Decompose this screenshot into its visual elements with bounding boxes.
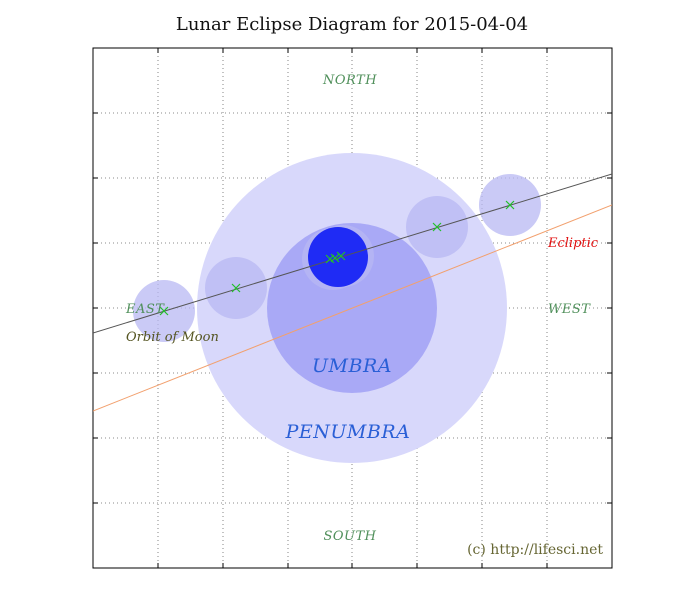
penumbra-label: PENUMBRA xyxy=(285,421,411,443)
center-markers xyxy=(159,200,515,316)
north-label: NORTH xyxy=(322,73,377,88)
ecliptic-line xyxy=(93,204,612,412)
tick-marks xyxy=(93,48,612,568)
center-marker xyxy=(432,222,442,232)
copyright-notice: (c) http://lifesci.net xyxy=(467,542,603,558)
center-marker xyxy=(336,251,346,261)
chart-title: Lunar Eclipse Diagram for 2015-04-04 xyxy=(176,14,528,35)
center-marker xyxy=(159,306,169,316)
east-label: EAST xyxy=(125,302,165,317)
center-marker xyxy=(231,283,241,293)
moon-orbit-line xyxy=(93,173,612,334)
south-label: SOUTH xyxy=(323,529,376,544)
ecliptic-label: Ecliptic xyxy=(547,236,599,251)
west-label: WEST xyxy=(548,302,591,317)
moon-orbit-label: Orbit of Moon xyxy=(126,330,219,345)
umbra-label: UMBRA xyxy=(312,355,392,377)
plot-content xyxy=(93,153,612,463)
center-marker xyxy=(505,200,515,210)
moon-maximum-eclipse xyxy=(308,227,368,287)
center-marker xyxy=(330,253,340,263)
